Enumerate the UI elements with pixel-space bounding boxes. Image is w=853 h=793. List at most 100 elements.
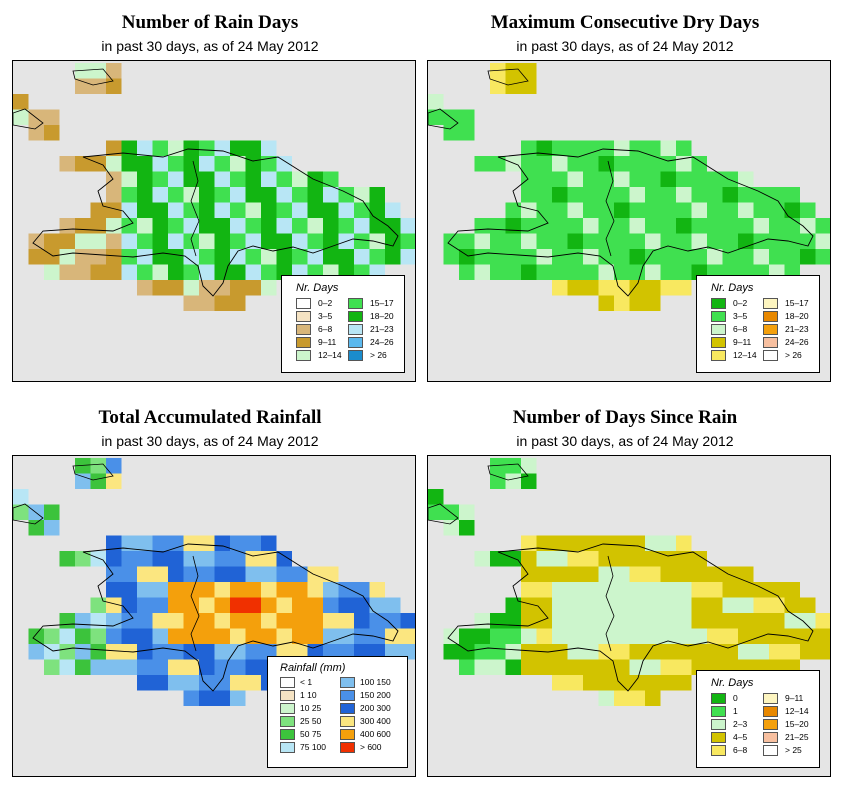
grid-cell	[152, 566, 168, 582]
grid-cell	[307, 566, 323, 582]
grid-cell	[490, 659, 506, 675]
grid-cell	[106, 458, 122, 474]
legend-swatch	[763, 706, 778, 717]
grid-cell	[292, 218, 308, 234]
grid-cell	[354, 597, 370, 613]
legend-swatch	[348, 298, 363, 309]
legend: Nr. Days 0–2 3–5 6–8 9–11 12–14 15–17 18…	[696, 275, 820, 373]
grid-cell	[168, 233, 184, 249]
grid-cell	[230, 675, 246, 691]
grid-cell	[521, 551, 537, 567]
grid-cell	[614, 582, 630, 598]
grid-cell	[645, 597, 661, 613]
panel-dry-days: Maximum Consecutive Dry Days in past 30 …	[415, 0, 835, 390]
grid-cell	[183, 551, 199, 567]
coastline	[32, 148, 399, 297]
grid-cell	[707, 566, 723, 582]
grid-cell	[152, 264, 168, 280]
legend-label: 24–26	[785, 337, 809, 347]
grid-cell	[214, 566, 230, 582]
grid-cell	[474, 628, 490, 644]
grid-cell	[505, 218, 521, 234]
legend-label: 0	[733, 693, 738, 703]
grid-cell	[583, 218, 599, 234]
grid-cell	[338, 249, 354, 265]
grid-cell	[583, 280, 599, 296]
grid-cell	[106, 264, 122, 280]
grid-cell	[245, 156, 261, 172]
grid-cell	[183, 659, 199, 675]
grid-cell	[536, 187, 552, 203]
grid-cell	[598, 597, 614, 613]
grid-cell	[676, 171, 692, 187]
grid-cell	[168, 264, 184, 280]
grid-cell	[214, 295, 230, 311]
grid-cell	[292, 249, 308, 265]
grid-cell	[645, 280, 661, 296]
grid-cell	[75, 249, 91, 265]
legend-swatch	[296, 298, 311, 309]
grid-cell	[13, 94, 29, 110]
grid-cell	[769, 613, 785, 629]
grid-cell	[800, 597, 816, 613]
legend-swatch	[711, 298, 726, 309]
map-grid	[13, 63, 415, 311]
panel-rainfall: Total Accumulated Rainfall in past 30 da…	[0, 395, 420, 785]
grid-cell	[385, 644, 401, 660]
grid-cell	[307, 202, 323, 218]
grid-cell	[199, 597, 215, 613]
grid-cell	[13, 504, 29, 520]
grid-cell	[137, 535, 153, 551]
grid-cell	[338, 644, 354, 660]
grid-cell	[183, 295, 199, 311]
grid-cell	[536, 171, 552, 187]
grid-cell	[323, 582, 339, 598]
grid-cell	[199, 140, 215, 156]
grid-cell	[815, 644, 830, 660]
grid-cell	[474, 233, 490, 249]
legend-label: 100 150	[360, 677, 391, 687]
grid-cell	[230, 156, 246, 172]
grid-cell	[753, 249, 769, 265]
legend-label: 50 75	[300, 729, 322, 739]
grid-cell	[168, 597, 184, 613]
grid-cell	[645, 295, 661, 311]
grid-cell	[769, 644, 785, 660]
grid-cell	[660, 675, 676, 691]
legend-swatch	[763, 693, 778, 704]
grid-cell	[369, 644, 385, 660]
grid-cell	[137, 171, 153, 187]
grid-cell	[137, 551, 153, 567]
grid-cell	[152, 551, 168, 567]
grid-cell	[323, 171, 339, 187]
grid-cell	[505, 63, 521, 79]
grid-cell	[707, 597, 723, 613]
grid-cell	[598, 187, 614, 203]
grid-cell	[676, 582, 692, 598]
grid-cell	[490, 218, 506, 234]
grid-cell	[536, 582, 552, 598]
legend-label: 18–20	[785, 311, 809, 321]
grid-cell	[474, 551, 490, 567]
grid-cell	[784, 187, 800, 203]
legend-swatch	[340, 742, 355, 753]
grid-cell	[691, 218, 707, 234]
grid-cell	[784, 249, 800, 265]
panel-subtitle: in past 30 days, as of 24 May 2012	[101, 433, 319, 449]
grid-cell	[106, 78, 122, 94]
grid-cell	[106, 551, 122, 567]
grid-cell	[168, 280, 184, 296]
grid-cell	[660, 613, 676, 629]
grid-cell	[183, 140, 199, 156]
grid-cell	[106, 644, 122, 660]
grid-cell	[645, 690, 661, 706]
grid-cell	[691, 628, 707, 644]
grid-cell	[474, 659, 490, 675]
grid-cell	[214, 280, 230, 296]
grid-cell	[230, 659, 246, 675]
grid-cell	[598, 690, 614, 706]
grid-cell	[645, 535, 661, 551]
legend-swatch	[340, 716, 355, 727]
grid-cell	[230, 218, 246, 234]
grid-cell	[261, 264, 277, 280]
